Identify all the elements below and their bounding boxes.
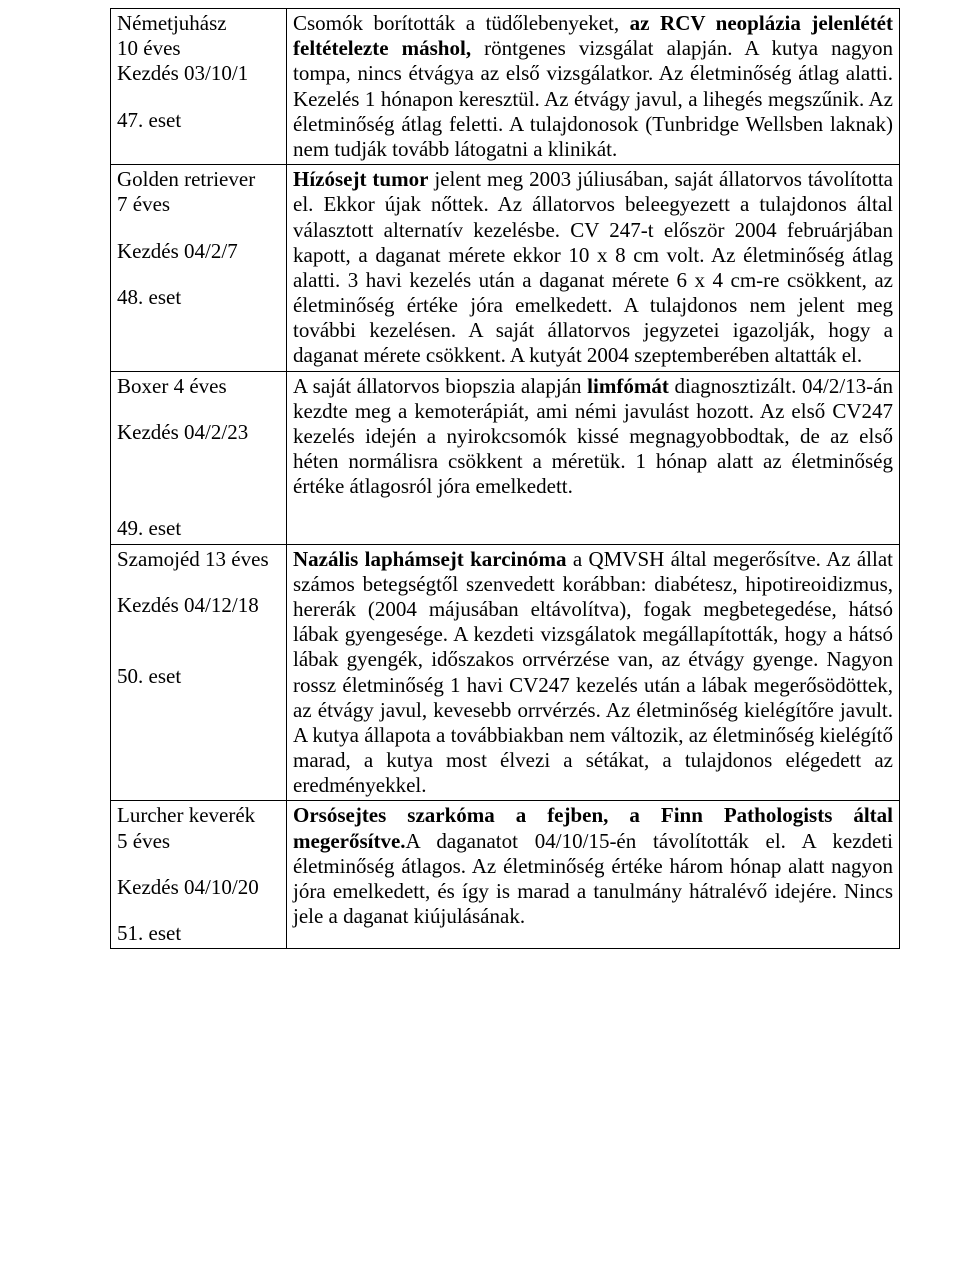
case-info-cell: Németjuhász 10 éves Kezdés 03/10/1 47. e… [111,9,287,165]
breed-line: Boxer 4 éves [117,374,280,399]
table-row: Lurcher keverék 5 éves Kezdés 04/10/20 5… [111,801,900,949]
start-line: Kezdés 04/2/7 [117,239,280,264]
table-row: Németjuhász 10 éves Kezdés 03/10/1 47. e… [111,9,900,165]
desc-post: jelent meg 2003 júliusában, saját állato… [293,167,893,367]
case-description-cell: Orsósejtes szarkóma a fejben, a Finn Pat… [287,801,900,949]
case-number: 51. eset [117,921,280,946]
table-row: Szamojéd 13 éves Kezdés 04/12/18 50. ese… [111,544,900,801]
breed-line: Lurcher keverék [117,803,280,828]
desc-bold: Nazális laphámsejt karcinóma [293,547,567,571]
start-line: Kezdés 04/10/20 [117,875,280,900]
desc-pre: Csomók borították a tüdőlebenyeket, [293,11,630,35]
desc-bold: Hízósejt tumor [293,167,428,191]
age-line: 7 éves [117,192,280,217]
case-description-cell: Nazális laphámsejt karcinóma a QMVSH ált… [287,544,900,801]
case-description-cell: Csomók borították a tüdőlebenyeket, az R… [287,9,900,165]
start-line: Kezdés 03/10/1 [117,61,280,86]
case-description-cell: A saját állatorvos biopszia alapján limf… [287,371,900,544]
case-info-cell: Golden retriever 7 éves Kezdés 04/2/7 48… [111,165,287,372]
breed-line: Németjuhász [117,11,280,36]
case-number: 48. eset [117,285,280,310]
case-info-cell: Lurcher keverék 5 éves Kezdés 04/10/20 5… [111,801,287,949]
case-number: 49. eset [117,516,280,541]
table-row: Boxer 4 éves Kezdés 04/2/23 49. eset A s… [111,371,900,544]
case-number: 50. eset [117,664,280,689]
desc-post: a QMVSH által megerősítve. Az állat szám… [293,547,893,798]
table-row: Golden retriever 7 éves Kezdés 04/2/7 48… [111,165,900,372]
case-info-cell: Boxer 4 éves Kezdés 04/2/23 49. eset [111,371,287,544]
case-description-cell: Hízósejt tumor jelent meg 2003 júliusába… [287,165,900,372]
desc-bold: limfómát [587,374,669,398]
age-line: 10 éves [117,36,280,61]
age-line: 5 éves [117,829,280,854]
start-line: Kezdés 04/2/23 [117,420,280,445]
breed-line: Golden retriever [117,167,280,192]
desc-pre: A saját állatorvos biopszia alapján [293,374,587,398]
case-table: Németjuhász 10 éves Kezdés 03/10/1 47. e… [110,8,900,949]
case-info-cell: Szamojéd 13 éves Kezdés 04/12/18 50. ese… [111,544,287,801]
start-line: Kezdés 04/12/18 [117,593,280,618]
case-number: 47. eset [117,108,280,133]
breed-line: Szamojéd 13 éves [117,547,280,572]
